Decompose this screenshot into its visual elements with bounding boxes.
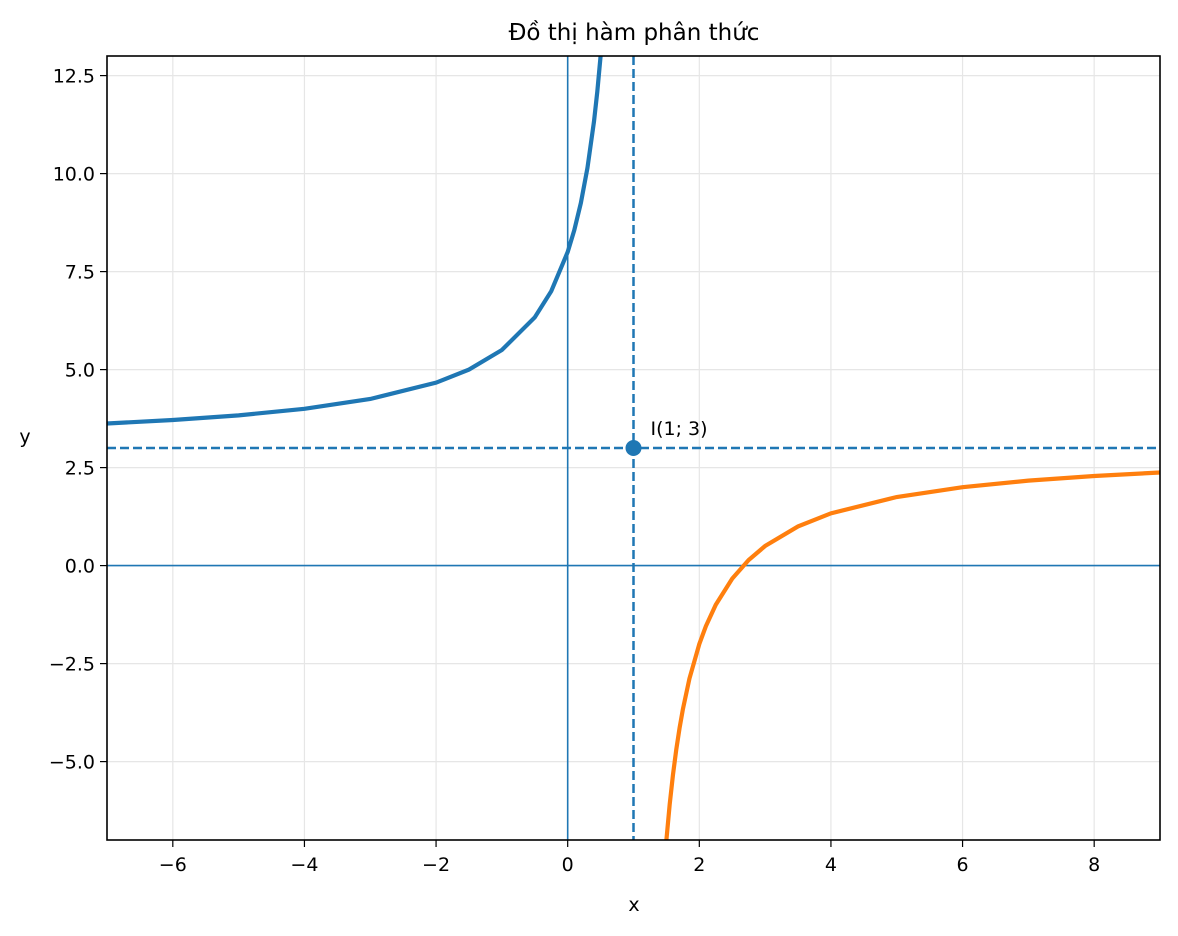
y-tick-label: 5.0 — [65, 360, 95, 382]
x-tick-label: 8 — [1088, 854, 1100, 876]
x-tick-label: 6 — [957, 854, 969, 876]
y-tick-label: 7.5 — [65, 262, 95, 284]
point-label: I(1; 3) — [651, 418, 708, 440]
x-tick-label: −4 — [290, 854, 318, 876]
x-axis-label: x — [628, 894, 639, 916]
x-tick-label: 4 — [825, 854, 837, 876]
x-tick-label: 2 — [693, 854, 705, 876]
chart-title: Đồ thị hàm phân thức — [509, 20, 760, 46]
y-tick-label: 0.0 — [65, 556, 95, 578]
curve — [664, 470, 1160, 840]
curve — [107, 56, 603, 426]
y-tick-label: 2.5 — [65, 458, 95, 480]
x-tick-label: −6 — [159, 854, 187, 876]
y-tick-label: 10.0 — [53, 164, 95, 186]
x-tick-label: −2 — [422, 854, 450, 876]
y-tick-label: 12.5 — [53, 66, 95, 88]
y-tick-label: −2.5 — [49, 654, 95, 676]
point — [625, 440, 642, 456]
y-axis-label: y — [19, 426, 30, 448]
y-tick-label: −5.0 — [49, 752, 95, 774]
x-tick-label: 0 — [562, 854, 574, 876]
plot-frame — [106, 55, 1161, 841]
